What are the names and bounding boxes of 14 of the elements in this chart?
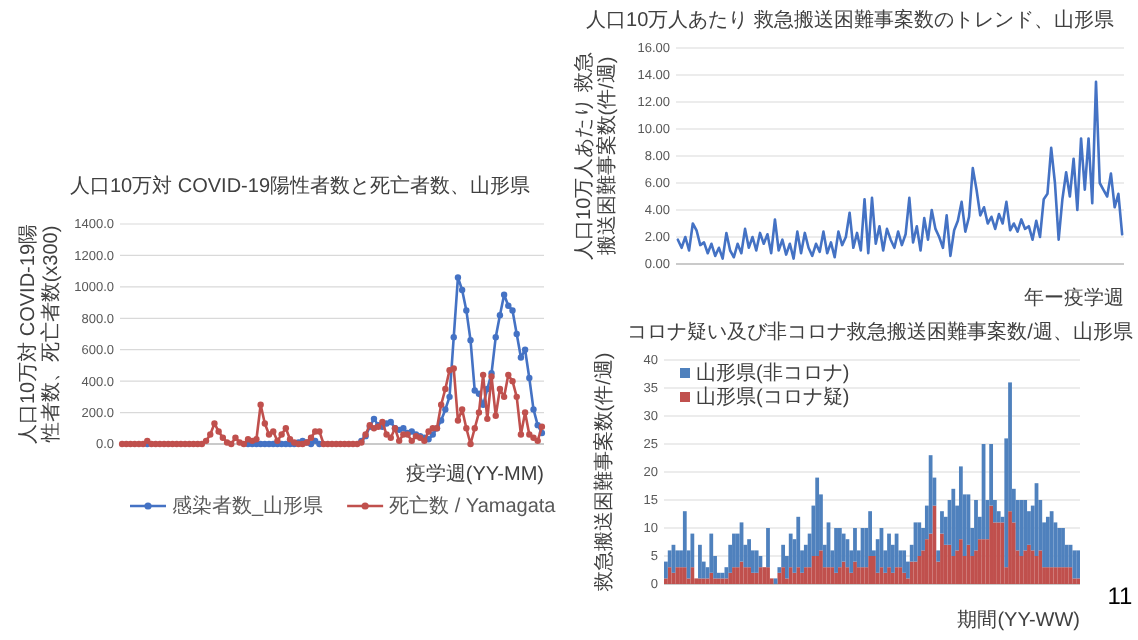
x-axis-title: 期間(YY-WW) bbox=[957, 608, 1080, 632]
y-axis-title: 人口10万人あたり 救急搬送困難事案数(件/週) bbox=[572, 52, 619, 260]
chart-title: 人口10万人あたり 救急搬送困難事案数のトレンド、山形県 bbox=[586, 8, 1114, 32]
x-axis-title: 疫学週(YY-MM) bbox=[405, 462, 544, 486]
x-axis-title: 年ー疫学週 bbox=[1024, 286, 1124, 310]
y-axis-title: 救急搬送困難事案数(件/週) bbox=[592, 352, 616, 594]
legend-label: 死亡数 / Yamagata bbox=[389, 494, 557, 518]
legend-label: 山形県(非コロナ) bbox=[696, 361, 850, 385]
y-axis-title: 人口10万対 COVID-19陽性者数、死亡者数(x300) bbox=[16, 223, 63, 445]
legend-label: 山形県(コロナ疑) bbox=[696, 385, 850, 409]
legend-label: 感染者数_山形県 bbox=[172, 494, 324, 518]
chart-title: 人口10万対 COVID-19陽性者数と死亡者数、山形県 bbox=[69, 174, 531, 198]
chart-title: コロナ疑い及び非コロナ救急搬送困難事案数/週、山形県 bbox=[627, 320, 1133, 344]
text: 11 bbox=[1107, 582, 1134, 610]
